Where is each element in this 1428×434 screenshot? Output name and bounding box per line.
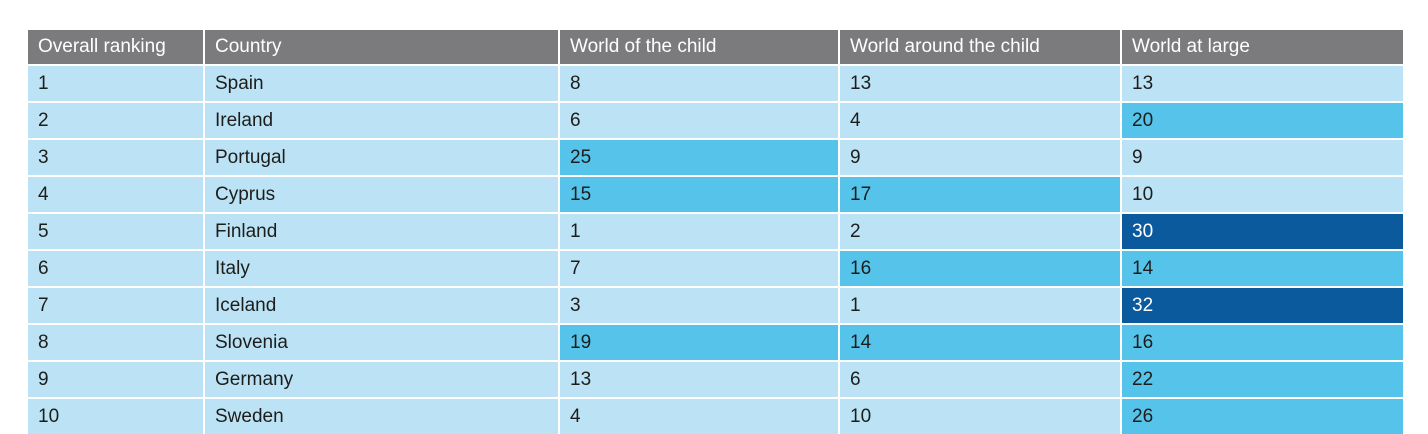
country-cell: Spain [205,66,558,101]
column-header-country: Country [205,30,558,64]
value-cell: 20 [1122,103,1403,138]
column-header-world-around-the-child: World around the child [840,30,1120,64]
rank-cell: 10 [28,399,203,434]
rank-cell: 4 [28,177,203,212]
value-cell: 4 [840,103,1120,138]
value-cell: 32 [1122,288,1403,323]
rank-cell: 6 [28,251,203,286]
value-cell: 15 [560,177,838,212]
ranking-table: Overall ranking Country World of the chi… [28,30,1403,434]
rank-cell: 9 [28,362,203,397]
value-cell: 1 [840,288,1120,323]
value-cell: 9 [1122,140,1403,175]
value-cell: 22 [1122,362,1403,397]
rank-cell: 8 [28,325,203,360]
value-cell: 10 [840,399,1120,434]
column-header-world-at-large: World at large [1122,30,1403,64]
value-cell: 9 [840,140,1120,175]
country-cell: Finland [205,214,558,249]
value-cell: 14 [1122,251,1403,286]
value-cell: 16 [840,251,1120,286]
country-cell: Portugal [205,140,558,175]
rank-cell: 7 [28,288,203,323]
value-cell: 10 [1122,177,1403,212]
value-cell: 4 [560,399,838,434]
country-cell: Cyprus [205,177,558,212]
value-cell: 14 [840,325,1120,360]
value-cell: 1 [560,214,838,249]
country-cell: Slovenia [205,325,558,360]
value-cell: 8 [560,66,838,101]
value-cell: 2 [840,214,1120,249]
rank-cell: 1 [28,66,203,101]
value-cell: 13 [1122,66,1403,101]
value-cell: 13 [840,66,1120,101]
rank-cell: 2 [28,103,203,138]
value-cell: 17 [840,177,1120,212]
value-cell: 6 [560,103,838,138]
country-cell: Iceland [205,288,558,323]
country-cell: Sweden [205,399,558,434]
value-cell: 6 [840,362,1120,397]
value-cell: 25 [560,140,838,175]
column-header-world-of-the-child: World of the child [560,30,838,64]
country-cell: Italy [205,251,558,286]
value-cell: 19 [560,325,838,360]
rank-cell: 5 [28,214,203,249]
value-cell: 13 [560,362,838,397]
value-cell: 3 [560,288,838,323]
value-cell: 7 [560,251,838,286]
country-cell: Ireland [205,103,558,138]
country-cell: Germany [205,362,558,397]
value-cell: 16 [1122,325,1403,360]
value-cell: 30 [1122,214,1403,249]
value-cell: 26 [1122,399,1403,434]
column-header-overall-ranking: Overall ranking [28,30,203,64]
rank-cell: 3 [28,140,203,175]
